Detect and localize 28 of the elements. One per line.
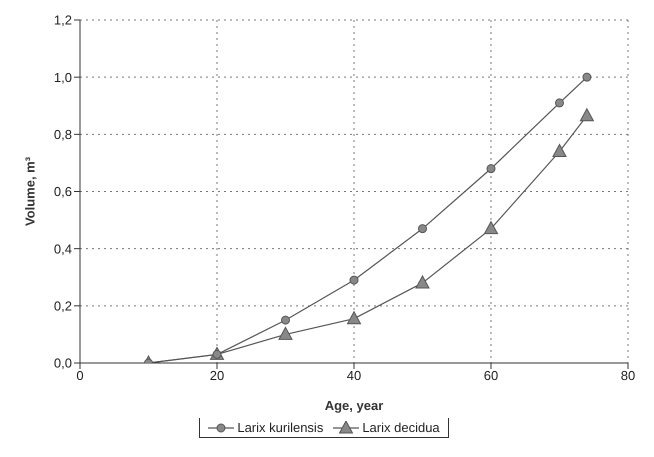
legend-label: Larix kurilensis: [236, 420, 324, 435]
y-tick-label: 0,8: [54, 126, 72, 142]
point: [552, 144, 566, 157]
y-tick-label: 1,0: [54, 70, 72, 85]
x-tick-label: 80: [620, 368, 636, 384]
point: [281, 316, 290, 325]
point: [350, 276, 358, 285]
x-tick-label: 60: [484, 368, 498, 384]
point: [486, 164, 496, 174]
point: [582, 72, 592, 82]
y-tick-label: 0,2: [54, 298, 72, 314]
x-tick-label: 40: [346, 368, 362, 384]
point: [580, 108, 594, 122]
y-axis-title: Volume, m³: [22, 156, 38, 226]
x-axis-title: Age, year: [324, 398, 384, 413]
point: [484, 221, 498, 234]
point: [278, 326, 292, 340]
y-tick-label: 0,6: [54, 184, 72, 200]
x-tick-label: 20: [210, 368, 224, 384]
point: [555, 98, 564, 108]
x-tick-label: 0: [76, 368, 84, 384]
point: [418, 224, 427, 234]
legend-label: Larix decidua: [361, 420, 440, 435]
point: [347, 311, 361, 324]
point: [416, 275, 430, 288]
y-tick-label: 1,2: [54, 12, 72, 28]
y-tick-label: 0,4: [54, 241, 72, 256]
y-tick-label: 0,0: [54, 356, 72, 371]
